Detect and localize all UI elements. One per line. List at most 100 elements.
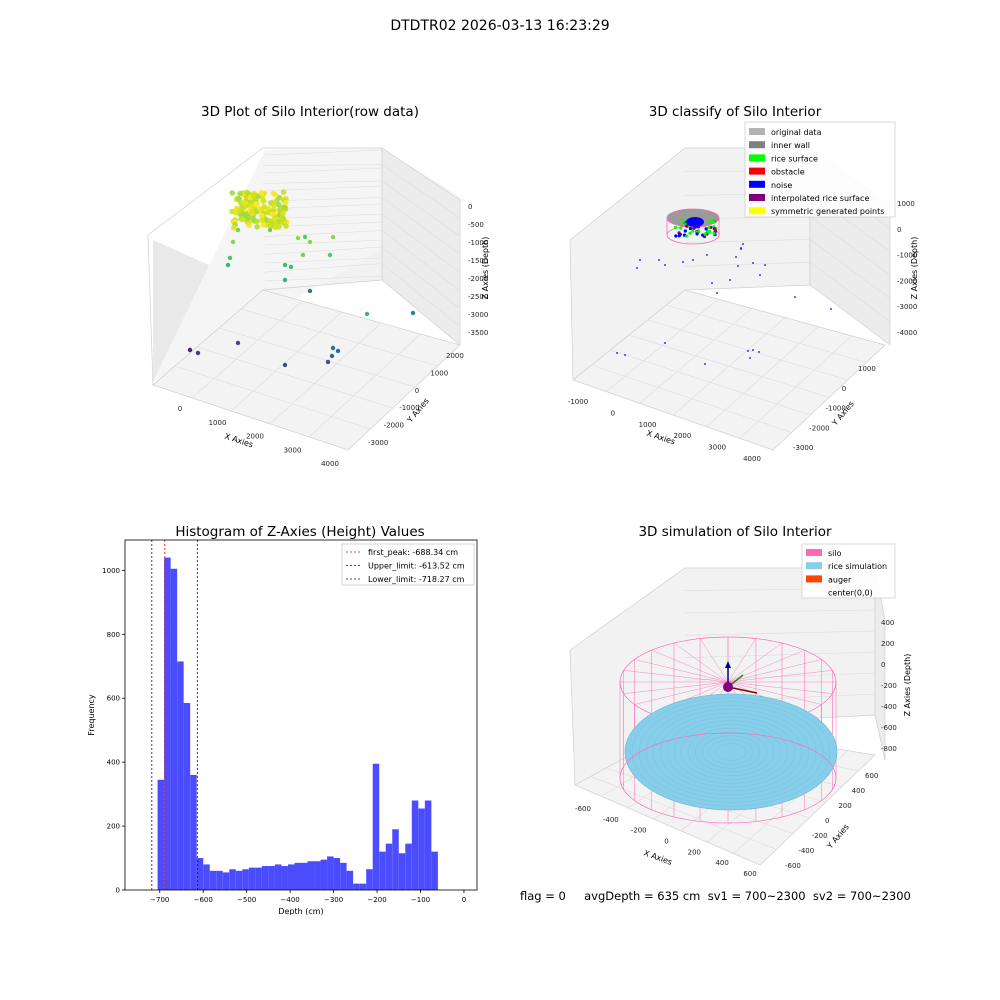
data-point (708, 220, 711, 223)
histogram-bar (418, 808, 425, 890)
noise-point (740, 248, 742, 250)
x-tick-label: 0 (462, 896, 466, 904)
noise-point (830, 308, 832, 310)
legend-swatch (749, 154, 765, 161)
z-tick-label: 400 (881, 619, 894, 627)
histogram-bar (262, 866, 269, 890)
y-tick-label: 400 (107, 759, 120, 767)
data-point (714, 229, 717, 232)
data-point (246, 223, 252, 229)
data-point (242, 200, 248, 206)
legend-swatch (806, 549, 822, 556)
data-point (235, 196, 241, 202)
x-axis-label: X Axies (645, 429, 676, 447)
y-axis-label: Frequency (87, 694, 96, 736)
data-point (283, 223, 289, 229)
y-tick-label: -400 (798, 847, 814, 855)
legend-swatch (749, 207, 765, 214)
noise-point (729, 279, 731, 281)
y-tick-label: 1000 (430, 369, 448, 377)
data-point (188, 348, 192, 352)
x-tick-label: −300 (324, 896, 343, 904)
noise-point (624, 354, 626, 356)
data-point (254, 224, 260, 230)
histogram-plot: −700 −600 −500 −400 −300 −200 −100 002004006008… (80, 520, 490, 915)
histogram-bar (379, 852, 386, 890)
histogram-bar (184, 703, 191, 890)
data-point (281, 189, 287, 195)
histogram-bar (412, 801, 419, 890)
noise-point (664, 264, 666, 266)
histogram-bar (236, 871, 243, 890)
y-tick-label: 1000 (102, 567, 120, 575)
legend-label: silo (828, 549, 842, 558)
legend: original datainner wallrice surfaceobsta… (745, 122, 895, 217)
data-point (259, 190, 265, 196)
data-point (685, 234, 688, 237)
data-point (296, 236, 300, 240)
z-tick-label: -200 (881, 682, 897, 690)
histogram-bar (229, 869, 236, 890)
x-tick-label: 400 (715, 859, 728, 867)
legend-label: original data (771, 128, 822, 137)
x-tick-label: −700 (150, 896, 169, 904)
legend-label: rice simulation (828, 562, 887, 571)
data-point (289, 265, 293, 269)
panel-raw-3d: 3D Plot of Silo Interior(row data) 0 1000… (120, 100, 500, 480)
data-point (271, 202, 277, 208)
data-point (233, 210, 239, 216)
histogram-bar (223, 872, 230, 890)
histogram-bar (373, 764, 380, 890)
legend-swatch (806, 575, 822, 582)
legend-label: noise (771, 181, 792, 190)
data-point (411, 311, 415, 315)
x-tick-label: -1000 (568, 398, 588, 406)
histogram-bar (405, 844, 412, 890)
data-point (226, 263, 230, 267)
legend-label: center(0,0) (828, 589, 873, 598)
histogram-bar (177, 661, 184, 890)
noise-point (704, 363, 706, 365)
noise-point (616, 352, 618, 354)
data-point (705, 227, 708, 230)
right-pane (382, 148, 460, 345)
simulation-3d-plot: silo rice simulation auger center(0,0) -600 -… (545, 520, 925, 890)
rice-surface (625, 694, 837, 810)
noise-point (752, 349, 754, 351)
y-axis-label: Y Axies (825, 822, 851, 851)
y-tick-label: 600 (865, 772, 878, 780)
z-axis-label: Z Axies (Depth) (481, 237, 490, 300)
data-point (707, 226, 710, 229)
noise-point (716, 292, 718, 294)
panel-classify-3d: 3D classify of Silo Interior original da… (545, 100, 925, 480)
x-tick-label: -200 (631, 827, 647, 835)
histogram-bar (288, 864, 295, 890)
histogram-bar (171, 569, 178, 890)
z-tick-label: -500 (468, 221, 484, 229)
noise-point (747, 350, 749, 352)
noise-point (636, 267, 638, 269)
y-tick-label: -3000 (793, 444, 813, 452)
legend-label: Upper_limit: -613.52 cm (368, 562, 465, 571)
data-point (261, 204, 267, 210)
figure-title: DTDTR02 2026-03-13 16:23:29 (0, 18, 1000, 34)
legend-label: Lower_limit: -718.27 cm (368, 575, 465, 584)
z-tick-label: -400 (881, 703, 897, 711)
data-point (704, 232, 707, 235)
data-point (261, 198, 267, 204)
noise-point (759, 274, 761, 276)
histogram-bar (399, 853, 406, 890)
data-point (308, 289, 312, 293)
data-point (239, 217, 245, 223)
x-tick-label: 2000 (673, 432, 691, 440)
histogram-bar (216, 871, 223, 890)
data-point (679, 227, 682, 230)
data-point (283, 363, 287, 367)
noise-point (692, 259, 694, 261)
data-point (691, 229, 694, 232)
histogram-bar (431, 852, 438, 890)
histogram-bar (190, 775, 197, 890)
z-axis-label: Z Axies (Depth) (903, 654, 912, 717)
x-tick-label: 0 (611, 409, 615, 417)
z-axis-label: Z Axies (Depth) (910, 237, 919, 300)
